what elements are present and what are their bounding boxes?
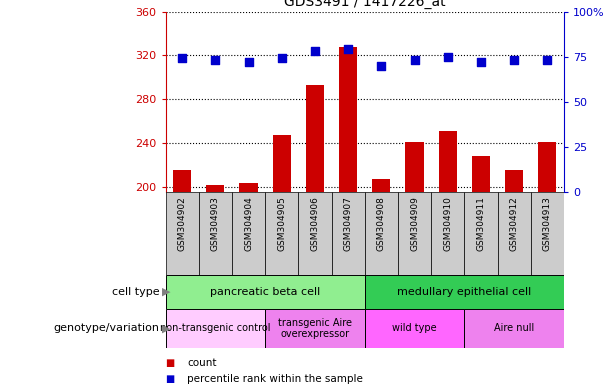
Point <box>443 53 452 60</box>
Point <box>277 55 287 61</box>
Bar <box>299 192 332 275</box>
Text: wild type: wild type <box>392 323 437 333</box>
Bar <box>365 309 465 348</box>
Bar <box>465 192 498 275</box>
Bar <box>405 142 424 192</box>
Point <box>343 46 353 53</box>
Bar <box>398 192 431 275</box>
Text: ■: ■ <box>166 374 175 384</box>
Bar <box>265 309 365 348</box>
Text: GSM304908: GSM304908 <box>377 196 386 251</box>
Text: GSM304907: GSM304907 <box>344 196 352 251</box>
Bar <box>538 142 557 192</box>
Text: GSM304909: GSM304909 <box>410 196 419 251</box>
Text: pancreatic beta cell: pancreatic beta cell <box>210 287 320 297</box>
Text: genotype/variation: genotype/variation <box>53 323 159 333</box>
Point <box>509 57 519 63</box>
Bar <box>166 192 199 275</box>
Bar <box>431 192 465 275</box>
Bar <box>372 179 390 192</box>
Bar <box>206 185 224 192</box>
Bar <box>166 275 365 309</box>
Point <box>376 63 386 69</box>
Bar <box>166 309 265 348</box>
Point <box>243 59 253 65</box>
Bar <box>365 192 398 275</box>
Text: Aire null: Aire null <box>494 323 535 333</box>
Text: GSM304904: GSM304904 <box>244 196 253 251</box>
Bar <box>472 156 490 192</box>
Bar <box>240 183 257 192</box>
Bar <box>531 192 564 275</box>
Text: GSM304911: GSM304911 <box>476 196 485 251</box>
Bar <box>339 46 357 192</box>
Text: GSM304912: GSM304912 <box>509 196 519 251</box>
Bar <box>273 135 291 192</box>
Text: GSM304906: GSM304906 <box>310 196 319 251</box>
Text: ▶: ▶ <box>162 323 171 333</box>
Bar <box>306 85 324 192</box>
Bar <box>505 170 524 192</box>
Bar <box>265 192 299 275</box>
Bar <box>439 131 457 192</box>
Text: count: count <box>187 358 216 368</box>
Text: percentile rank within the sample: percentile rank within the sample <box>187 374 363 384</box>
Bar <box>465 309 564 348</box>
Text: GSM304913: GSM304913 <box>543 196 552 251</box>
Text: GSM304910: GSM304910 <box>443 196 452 251</box>
Bar <box>365 275 564 309</box>
Text: ▶: ▶ <box>162 287 171 297</box>
Point <box>543 57 552 63</box>
Point <box>310 48 320 54</box>
Bar <box>173 170 191 192</box>
Text: GSM304903: GSM304903 <box>211 196 220 251</box>
Title: GDS3491 / 1417226_at: GDS3491 / 1417226_at <box>284 0 446 9</box>
Point <box>409 57 419 63</box>
Text: ■: ■ <box>166 358 175 368</box>
Text: medullary epithelial cell: medullary epithelial cell <box>397 287 531 297</box>
Point <box>210 57 220 63</box>
Text: non-transgenic control: non-transgenic control <box>160 323 270 333</box>
Bar <box>498 192 531 275</box>
Bar <box>332 192 365 275</box>
Bar <box>232 192 265 275</box>
Text: GSM304905: GSM304905 <box>277 196 286 251</box>
Text: GSM304902: GSM304902 <box>178 196 186 251</box>
Point <box>476 59 486 65</box>
Bar <box>199 192 232 275</box>
Text: cell type: cell type <box>112 287 159 297</box>
Text: transgenic Aire
overexpressor: transgenic Aire overexpressor <box>278 318 352 339</box>
Point <box>177 55 187 61</box>
